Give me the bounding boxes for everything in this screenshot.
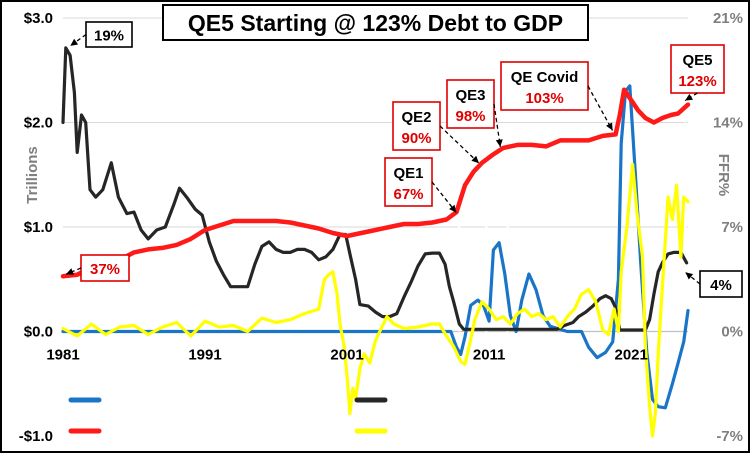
legend-item-1: FFR% [354, 392, 433, 409]
qe-label-value: 67% [393, 186, 423, 203]
qe-label-name: QE2 [401, 109, 431, 126]
callout-text: 37% [90, 261, 120, 278]
chart-title: QE5 Starting @ 123% Debt to GDP [162, 4, 589, 41]
right-tick-label-0: 21% [713, 10, 743, 27]
callout-arrow-head [70, 38, 79, 46]
qe-label-box [384, 157, 433, 207]
x-tick-label-0: 1981 [46, 347, 79, 364]
qe-label-name: QE1 [393, 165, 423, 182]
x-axis-ticks: 1981 1991 2001 2011 2021 [46, 347, 648, 364]
qe-label-value: 103% [525, 90, 563, 107]
qe-arrow-line [439, 125, 480, 164]
qe-label-qe5: QE5 123% [670, 44, 725, 102]
qe-label-name: QE3 [455, 87, 485, 104]
callout-arrow-head [66, 268, 74, 275]
title-text: QE5 Starting @ 123% Debt to GDP [188, 10, 563, 36]
callout-box [699, 270, 743, 298]
callout-box [80, 254, 130, 282]
qe-arrow-line [587, 85, 614, 131]
series-line-2 [60, 87, 691, 279]
series-layer [60, 46, 691, 438]
legend-label: YoY Change, Nasdaq [390, 423, 539, 440]
right-tick-label-4: -7% [716, 428, 743, 445]
callout-ffr-end: 4% [684, 270, 743, 298]
callout-text: 19% [94, 28, 124, 45]
callout-ffr-peak: 19% [69, 21, 133, 48]
legend-item-2: Debt to GDP [68, 423, 192, 440]
series-line-0 [61, 84, 690, 410]
callout-arrow-line [65, 267, 82, 275]
right-tick-label-3: 0% [721, 324, 743, 341]
title-box [162, 4, 589, 41]
left-tick-label-4: -$1.0 [19, 428, 53, 445]
legend-label: Debt to GDP [104, 423, 192, 440]
x-tick-label-1: 1991 [188, 347, 221, 364]
legend: YoY Change, Fed Held Treasury FFR% Debt to… [68, 392, 539, 440]
legend-label: FFR% [390, 392, 433, 409]
callouts: 19% 37% 4% [65, 21, 743, 298]
legend-item-0: YoY Change, Fed Held Treasury [68, 392, 330, 409]
right-axis-label: FFR% [715, 154, 732, 197]
callout-box [85, 21, 133, 48]
left-tick-label-3: $0.0 [24, 324, 53, 341]
qe-label-name: QE Covid [511, 69, 579, 86]
qe-arrow-line [684, 92, 698, 102]
left-tick-label-2: $1.0 [24, 219, 53, 236]
legend-item-3: YoY Change, Nasdaq [354, 423, 539, 440]
legend-label: YoY Change, Fed Held Treasury [104, 392, 330, 409]
qe-label-value: 90% [401, 130, 431, 147]
qe-arrow-head [685, 93, 693, 101]
qe-label-qecovid: QE Covid 103% [500, 61, 614, 131]
right-axis-ticks: 21% 14% 7% 0% -7% [713, 10, 743, 445]
callout-arrow-head [685, 272, 694, 280]
callout-text: 4% [710, 277, 732, 294]
x-tick-label-3: 2011 [473, 347, 506, 364]
qe-label-box [670, 44, 725, 94]
x-tick-label-4: 2021 [614, 347, 647, 364]
left-tick-label-1: $2.0 [24, 115, 53, 132]
qe-arrow-head [471, 155, 479, 164]
qe-arrow-head [449, 204, 457, 213]
callout-debt-start: 37% [65, 254, 130, 282]
qe-arrow-head [495, 139, 503, 147]
right-tick-label-1: 14% [713, 115, 743, 132]
left-tick-label-0: $3.0 [24, 10, 53, 27]
qe-label-name: QE5 [682, 52, 712, 69]
left-axis-ticks: $3.0 $2.0 $1.0 $0.0 -$1.0 [19, 10, 53, 445]
right-tick-label-2: 7% [721, 219, 743, 236]
qe-label-value: 123% [678, 73, 716, 90]
x-tick-label-2: 2001 [330, 347, 363, 364]
qe-label-box [500, 61, 589, 111]
qe-label-box [446, 79, 495, 129]
left-axis-label: Trillions [24, 146, 41, 204]
qe-arrow-head [606, 122, 613, 131]
series-line-3 [61, 162, 690, 438]
qe-label-value: 98% [455, 108, 485, 125]
